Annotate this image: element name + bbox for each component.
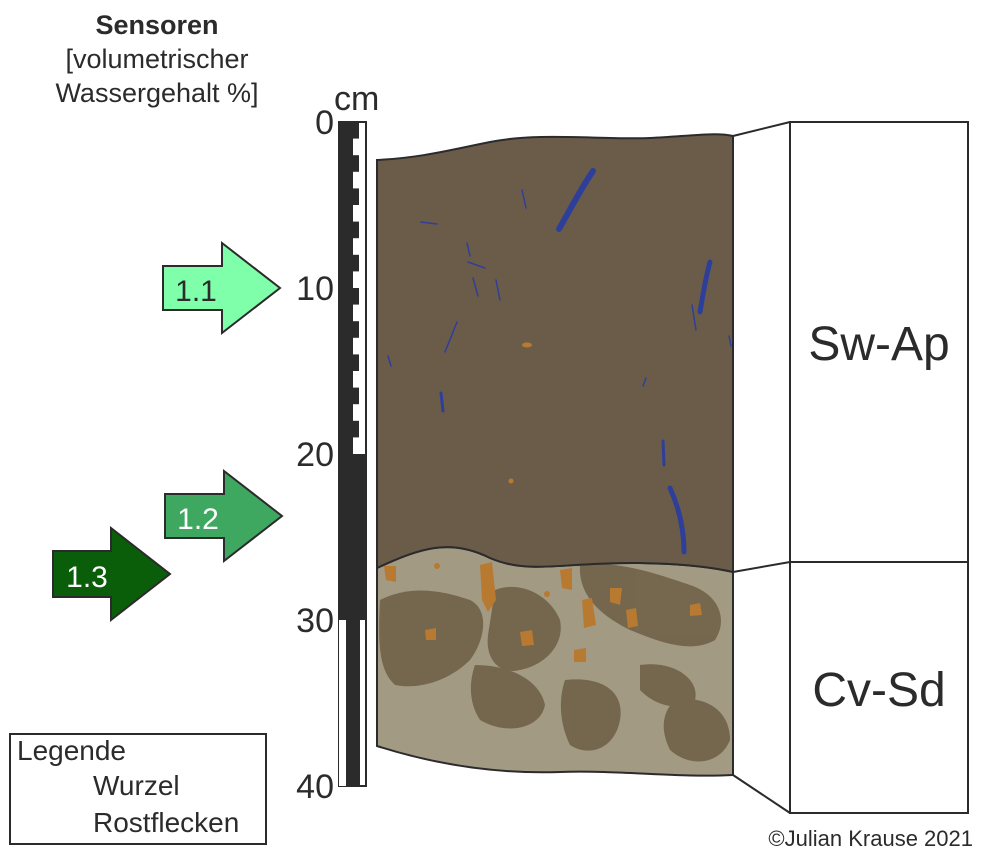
sensor-subtitle-line2: Wassergehalt %] — [55, 78, 259, 108]
tick-label-0: 0 — [315, 104, 334, 142]
scale-fine-block — [353, 288, 359, 305]
horizon-connectors — [732, 121, 791, 814]
legend: Legende Wurzel Rostflecken — [9, 733, 267, 845]
sensor-label-1-3: 1.3 — [66, 561, 108, 594]
sensor-arrow-1-2: 1.2 — [164, 468, 284, 564]
legend-label-rostflecken: Rostflecken — [93, 807, 240, 838]
sensor-label-1-2: 1.2 — [177, 503, 219, 536]
depth-scale — [338, 121, 367, 787]
scale-fine-ticks — [339, 122, 359, 454]
scale-fine-block — [353, 354, 359, 371]
scale-fine-block — [353, 155, 359, 172]
scale-labels: 0 10 20 30 40 cm — [296, 80, 379, 806]
scale-fine-block — [353, 420, 359, 438]
scale-fine-block — [353, 254, 359, 272]
legend-title: Legende — [17, 735, 127, 766]
tick-label-10: 10 — [296, 270, 334, 308]
scale-fine-block — [353, 221, 359, 239]
sensor-subtitle-line1: [volumetrischer — [65, 44, 249, 74]
scale-fine-block — [353, 321, 359, 338]
tick-label-30: 30 — [296, 602, 334, 640]
tick-label-20: 20 — [296, 436, 334, 474]
rust-stains — [384, 562, 702, 662]
scale-fine-block — [353, 188, 359, 205]
horizon-label-cv-sd: Cv-Sd — [812, 664, 945, 717]
scale-unit: cm — [334, 80, 379, 118]
horizon-label-sw-ap: Sw-Ap — [808, 318, 949, 371]
sensor-label-1-1: 1.1 — [175, 275, 217, 308]
scale-block-10-20 — [339, 288, 353, 454]
horizon-table: Sw-Ap Cv-Sd — [789, 121, 969, 814]
roots — [387, 168, 732, 555]
scale-fine-block — [353, 122, 359, 139]
tick-label-40: 40 — [296, 768, 334, 806]
legend-label-wurzel: Wurzel — [93, 770, 180, 801]
sensor-arrow-1-1: 1.1 — [162, 240, 282, 336]
copyright: ©Julian Krause 2021 — [768, 826, 973, 851]
sensor-header: Sensoren [volumetrischer Wassergehalt %] — [0, 8, 314, 110]
sensor-arrow-1-3: 1.3 — [52, 525, 172, 623]
scale-block-20-30 — [339, 454, 366, 620]
sensor-title: Sensoren — [95, 10, 219, 40]
rust-dots-upper — [508, 342, 532, 484]
scale-fine-block — [353, 387, 359, 405]
horizon-sw-ap — [376, 133, 734, 574]
